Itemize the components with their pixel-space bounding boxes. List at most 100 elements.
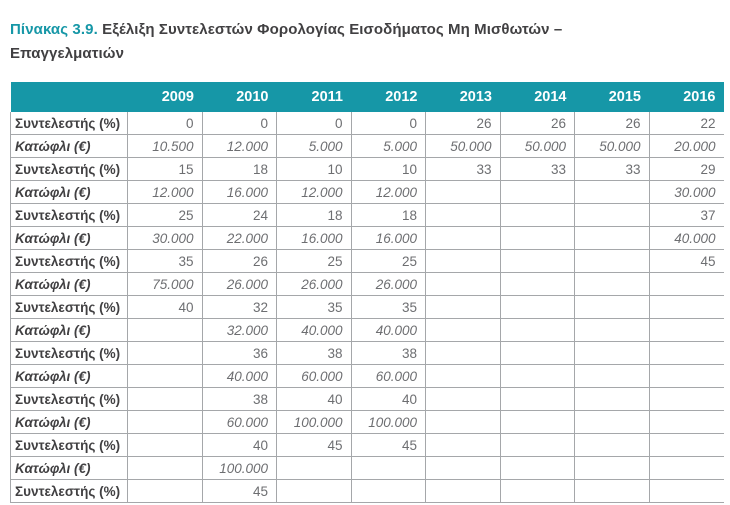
cell-2012-r15 (350, 456, 426, 480)
cell-2009-r9 (127, 318, 202, 342)
cell-2011-r2: 10 (276, 157, 351, 181)
cell-2013-r3 (425, 180, 500, 204)
cell-2014-r9 (499, 318, 575, 342)
row-label: Συντελεστής (%) (10, 112, 128, 135)
cell-2012-r8: 35 (350, 295, 426, 319)
cell-2012-r13: 100.000 (350, 410, 426, 434)
cell-2014-r2: 33 (499, 157, 575, 181)
cell-2016-r10 (648, 341, 724, 365)
cell-2010-r14: 40 (201, 433, 277, 457)
cell-2015-r10 (574, 341, 649, 365)
cell-2012-r12: 40 (350, 387, 426, 411)
row-label: Συντελεστής (%) (10, 479, 128, 503)
cell-2011-r1: 5.000 (276, 134, 351, 158)
cell-2013-r9 (425, 318, 500, 342)
cell-2016-r3: 30.000 (648, 180, 724, 204)
table-row-threshold: Κατώφλι (€) 10.500 12.000 5.000 5.000 50.000 5… (10, 134, 724, 158)
cell-2016-r8 (648, 295, 724, 319)
cell-2011-r0: 0 (276, 112, 351, 135)
cell-2010-r0: 0 (201, 112, 277, 135)
row-label: Κατώφλι (€) (10, 410, 128, 434)
cell-2012-r6: 25 (350, 249, 426, 273)
year-header-blank (10, 82, 128, 112)
table-row-rate: Συντελεστής (%) 36 38 38 (10, 341, 724, 365)
cell-2016-r7 (648, 272, 724, 296)
cell-2012-r9: 40.000 (350, 318, 426, 342)
cell-2015-r1: 50.000 (574, 134, 649, 158)
cell-2010-r9: 32.000 (201, 318, 277, 342)
cell-2014-r13 (499, 410, 575, 434)
table-row-threshold: Κατώφλι (€) 40.000 60.000 60.000 (10, 364, 724, 388)
cell-2014-r5 (499, 226, 575, 250)
table-row-threshold: Κατώφλι (€) 12.000 16.000 12.000 12.000 30.00… (10, 180, 724, 204)
cell-2010-r11: 40.000 (201, 364, 277, 388)
cell-2009-r14 (127, 433, 202, 457)
cell-2012-r11: 60.000 (350, 364, 426, 388)
cell-2012-r5: 16.000 (350, 226, 426, 250)
cell-2010-r16: 45 (201, 479, 277, 503)
cell-2009-r10 (127, 341, 202, 365)
table-row-rate: Συντελεστής (%) 15 18 10 10 33 33 33 29 (10, 157, 724, 181)
cell-2009-r13 (127, 410, 202, 434)
cell-2009-r15 (127, 456, 202, 480)
cell-2009-r11 (127, 364, 202, 388)
row-label: Συντελεστής (%) (10, 295, 128, 319)
cell-2016-r5: 40.000 (648, 226, 724, 250)
cell-2013-r6 (425, 249, 500, 273)
cell-2010-r6: 26 (201, 249, 277, 273)
cell-2016-r2: 29 (648, 157, 724, 181)
cell-2015-r4 (574, 203, 649, 227)
year-header-2013: 2013 (425, 82, 500, 112)
cell-2015-r0: 26 (574, 112, 649, 135)
table-row-threshold: Κατώφλι (€) 32.000 40.000 40.000 (10, 318, 724, 342)
cell-2013-r13 (425, 410, 500, 434)
cell-2013-r1: 50.000 (425, 134, 500, 158)
cell-2013-r12 (425, 387, 500, 411)
cell-2014-r10 (499, 341, 575, 365)
cell-2013-r16 (425, 479, 500, 503)
cell-2016-r11 (648, 364, 724, 388)
cell-2011-r5: 16.000 (276, 226, 351, 250)
table-number: Πίνακας 3.9. (10, 21, 98, 38)
cell-2012-r16 (350, 479, 426, 503)
tax-rates-table: 2009 2010 2011 2012 2013 2014 2015 2016 Συντελε… (10, 82, 724, 503)
cell-2016-r12 (648, 387, 724, 411)
cell-2011-r16 (276, 479, 351, 503)
cell-2010-r2: 18 (201, 157, 277, 181)
cell-2015-r12 (574, 387, 649, 411)
table-row-rate: Συντελεστής (%) 25 24 18 18 37 (10, 203, 724, 227)
cell-2013-r15 (425, 456, 500, 480)
cell-2011-r15 (276, 456, 351, 480)
cell-2015-r15 (574, 456, 649, 480)
cell-2013-r11 (425, 364, 500, 388)
table-row-rate: Συντελεστής (%) 35 26 25 25 45 (10, 249, 724, 273)
year-header-2012: 2012 (351, 82, 426, 112)
cell-2009-r3: 12.000 (127, 180, 202, 204)
cell-2012-r1: 5.000 (350, 134, 426, 158)
cell-2011-r11: 60.000 (276, 364, 351, 388)
cell-2016-r14 (648, 433, 724, 457)
cell-2012-r2: 10 (350, 157, 426, 181)
cell-2014-r1: 50.000 (499, 134, 575, 158)
year-header-2014: 2014 (500, 82, 575, 112)
cell-2010-r13: 60.000 (201, 410, 277, 434)
cell-2014-r15 (499, 456, 575, 480)
cell-2011-r4: 18 (276, 203, 351, 227)
table-row-rate: Συντελεστής (%) 40 45 45 (10, 433, 724, 457)
row-label: Κατώφλι (€) (10, 364, 128, 388)
cell-2015-r11 (574, 364, 649, 388)
cell-2015-r2: 33 (574, 157, 649, 181)
cell-2013-r4 (425, 203, 500, 227)
cell-2012-r10: 38 (350, 341, 426, 365)
row-label: Συντελεστής (%) (10, 157, 128, 181)
cell-2014-r12 (499, 387, 575, 411)
cell-2010-r15: 100.000 (201, 456, 277, 480)
cell-2015-r6 (574, 249, 649, 273)
row-label: Κατώφλι (€) (10, 318, 128, 342)
cell-2009-r12 (127, 387, 202, 411)
cell-2010-r3: 16.000 (201, 180, 277, 204)
cell-2013-r8 (425, 295, 500, 319)
row-label: Κατώφλι (€) (10, 134, 128, 158)
cell-2010-r7: 26.000 (201, 272, 277, 296)
